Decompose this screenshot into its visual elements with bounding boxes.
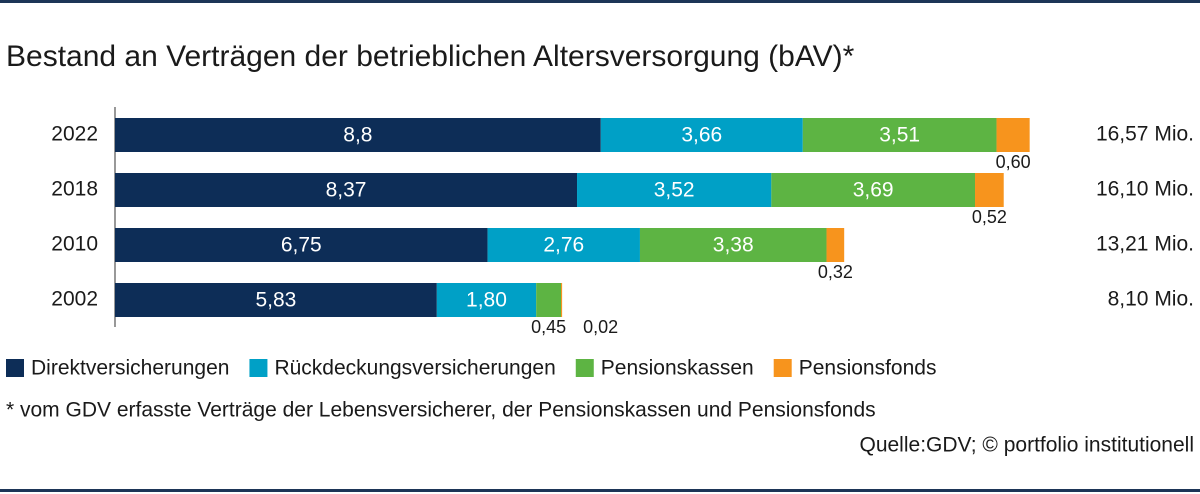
value-label: 1,80 xyxy=(466,289,507,312)
total-label: 16,10 Mio. xyxy=(1096,178,1194,201)
legend-label: Pensionsfonds xyxy=(799,357,937,380)
bar-segment xyxy=(826,228,845,262)
bar-segment xyxy=(115,173,578,207)
bar-segment xyxy=(771,173,976,207)
footnote: * vom GDV erfasste Verträge der Lebensve… xyxy=(6,399,876,422)
value-label: 8,8 xyxy=(343,124,372,147)
value-label: 0,45 xyxy=(531,317,566,337)
value-label: 5,83 xyxy=(255,289,296,312)
bar-segment xyxy=(996,118,1030,152)
value-label: 2,76 xyxy=(543,234,584,257)
legend-swatch xyxy=(575,359,594,377)
bar-segment xyxy=(639,228,827,262)
value-label: 3,66 xyxy=(681,124,722,147)
value-label: 0,52 xyxy=(972,207,1007,227)
total-label: 16,57 Mio. xyxy=(1096,123,1194,146)
bar-segment xyxy=(436,283,537,317)
bar-segment xyxy=(536,283,562,317)
value-label: 3,38 xyxy=(713,234,754,257)
bar-segment xyxy=(115,118,601,152)
y-tick-label: 2010 xyxy=(51,233,98,256)
bar-segment xyxy=(561,283,563,317)
legend-label: Direktversicherungen xyxy=(31,357,229,380)
legend-swatch xyxy=(773,359,792,377)
bar-segment xyxy=(975,173,1004,207)
chart-title: Bestand an Verträgen der betrieblichen A… xyxy=(6,40,855,73)
y-tick-label: 2018 xyxy=(51,178,98,201)
bar-segment xyxy=(577,173,772,207)
legend-swatch xyxy=(6,359,24,377)
bar-segment xyxy=(115,228,488,262)
total-label: 8,10 Mio. xyxy=(1108,288,1194,311)
value-label: 8,37 xyxy=(326,179,367,202)
value-label: 0,02 xyxy=(583,317,618,337)
top-rule xyxy=(0,0,1200,3)
value-label: 0,32 xyxy=(818,262,853,282)
value-label: 3,51 xyxy=(879,124,920,147)
value-label: 0,60 xyxy=(996,152,1031,172)
legend-swatch xyxy=(249,359,268,377)
y-tick-label: 2002 xyxy=(51,288,98,311)
bar-segment xyxy=(600,118,803,152)
value-label: 6,75 xyxy=(281,234,322,257)
bar-segment xyxy=(115,283,437,317)
bar-segment xyxy=(802,118,997,152)
value-label: 3,52 xyxy=(654,179,695,202)
y-tick-label: 2022 xyxy=(51,123,98,146)
legend-label: Rückdeckungsversicherungen xyxy=(274,357,555,380)
bar-segment xyxy=(487,228,640,262)
source: Quelle:GDV; © portfolio institutionell xyxy=(859,434,1194,457)
value-label: 3,69 xyxy=(853,179,894,202)
total-label: 13,21 Mio. xyxy=(1096,233,1194,256)
bottom-rule xyxy=(0,489,1200,492)
legend-label: Pensionskassen xyxy=(601,357,754,380)
